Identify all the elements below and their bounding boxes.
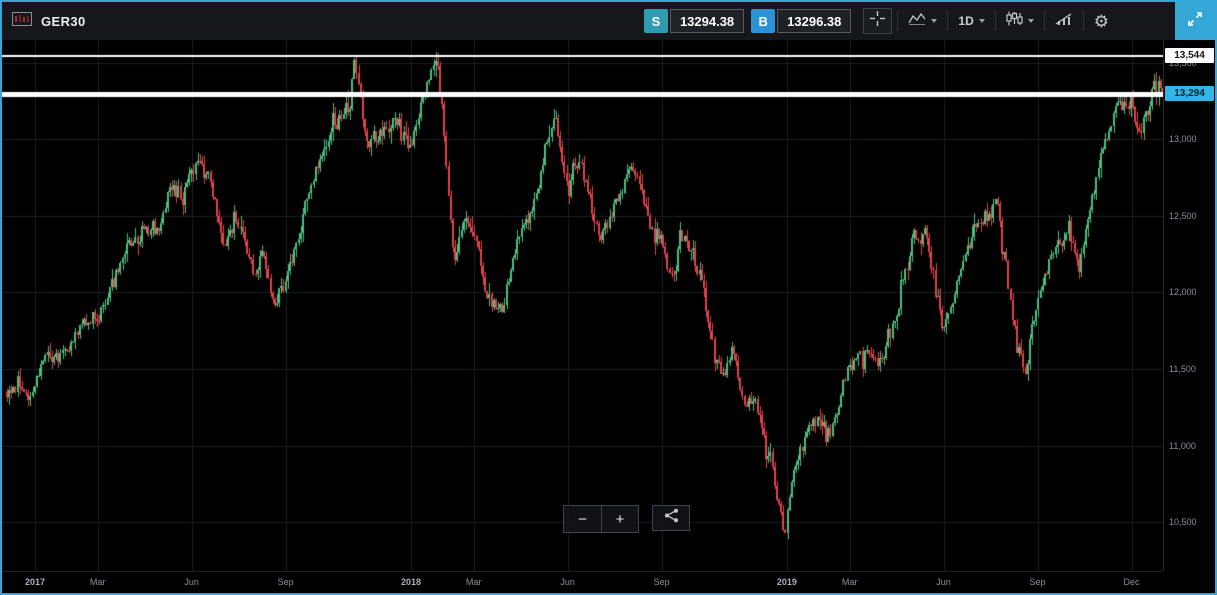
zoom-in-button[interactable]: + [601,506,638,532]
price-tick-label: 11,500 [1169,364,1196,374]
chart-area: 13,50013,00012,50012,00011,50011,00010,5… [2,40,1215,593]
toolbar-separator [947,11,949,31]
candle-style-dropdown[interactable] [996,2,1044,40]
time-tick-label: 2018 [400,577,421,587]
price-chart-canvas[interactable] [2,40,1163,571]
buy-badge: B [751,9,776,33]
toolbar-separator [897,11,899,31]
price-axis[interactable]: 13,50013,00012,50012,00011,50011,00010,5… [1163,40,1215,571]
indicators-button[interactable] [1045,2,1083,40]
time-tick-label: Mar [89,577,106,587]
time-tick-label: Jun [184,577,199,587]
zoom-button-group: − + [563,505,639,533]
price-tick-label: 12,500 [1169,210,1197,221]
price-tick-label: 13,000 [1169,134,1197,145]
price-tick-label: 10,500 [1169,517,1197,528]
sell-button[interactable]: S 13294.38 [643,9,745,33]
time-tick-label: Mar [465,577,482,587]
expand-button[interactable] [1175,2,1215,40]
sell-price: 13294.38 [669,9,745,33]
toolbar-separator [1082,11,1084,31]
price-tick-label: 11,000 [1169,440,1196,451]
zoom-controls: − + [563,505,690,533]
zoom-out-button[interactable]: − [578,510,587,528]
share-icon [664,508,679,528]
sell-badge: S [643,9,668,33]
crosshair-button[interactable] [863,8,893,34]
chart-type-icon [908,12,926,30]
timeframe-value: 1D [958,14,974,28]
toolbar-separator [994,11,996,31]
buy-price: 13296.38 [777,9,852,33]
indicators-icon [1055,12,1073,31]
price-level-badge: 13,544 [1165,48,1214,64]
time-axis[interactable]: 2017 Mar Jun Sep 2018 Mar Jun Sep 2019 Mar Jun Sep D… [2,571,1163,593]
chevron-down-icon [931,19,938,23]
crosshair-icon [870,11,886,31]
toolbar-separator [1043,11,1045,31]
chevron-down-icon [1027,19,1034,23]
timeframe-dropdown[interactable]: 1D [948,2,994,40]
instrument-name: GER30 [41,13,86,29]
expand-icon [1187,11,1203,32]
toolbar: GER30 S 13294.38 B 13296.38 [2,2,1215,40]
candle-style-icon [1006,11,1023,31]
chart-type-dropdown[interactable] [898,2,947,40]
time-tick-label: Dec [1123,577,1140,587]
time-tick-label: Sep [1029,577,1046,587]
time-tick-label: 2019 [776,577,797,587]
time-tick-label: Jun [560,577,575,587]
instrument-icon [12,11,32,31]
gear-icon: ⚙ [1093,11,1109,31]
chevron-down-icon [978,19,985,23]
time-tick-label: Sep [277,577,294,587]
settings-button[interactable]: ⚙ [1084,2,1119,40]
share-button[interactable] [652,505,690,531]
time-tick-label: Sep [653,577,670,587]
instrument-header: GER30 [12,11,86,31]
time-tick-label: Jun [936,577,951,587]
price-tick-label: 12,000 [1169,287,1197,298]
buy-button[interactable]: B 13296.38 [751,9,852,33]
time-tick-label: Mar [841,577,858,587]
price-level-badge: 13,294 [1165,86,1214,102]
time-tick-label: 2017 [24,577,46,587]
